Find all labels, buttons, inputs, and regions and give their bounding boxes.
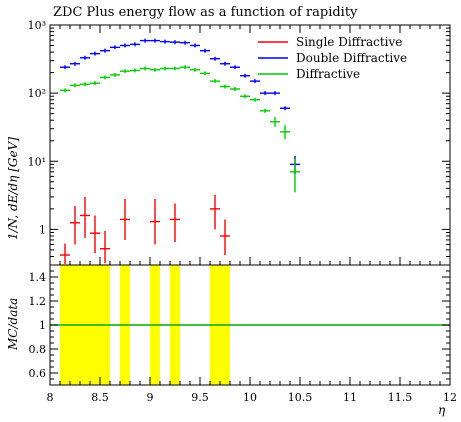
main-y-tick-label: 10¹ [28,155,46,168]
x-tick-label: 9.5 [191,391,209,404]
main-y-tick-label: 10² [28,87,46,100]
x-tick-label: 8.5 [91,391,109,404]
main-y-axis-label: 1/N, dE/dη [GeV] [6,137,20,240]
x-tick-label: 11.5 [388,391,413,404]
ratio-y-tick-label: 0.8 [29,343,47,356]
x-tick-label: 9 [147,391,154,404]
legend: Single Diffractive Double Diffractive Diff… [258,35,407,81]
main-plot: 1 10¹ 10² 10³ 1/N, dE/dη [GeV] Single Diffr… [6,19,451,266]
x-tick-label: 10.5 [288,391,313,404]
x-tick-label: 10 [243,391,257,404]
ratio-plot: 0.6 0.8 1 1.2 1.4 8 8.5 9 9.5 10 10.5 11 11.5 12 MC/d… [6,264,457,417]
ratio-y-tick-label: 1 [39,319,46,332]
ratio-y-tick-label: 1.4 [29,271,47,284]
ratio-y-tick-label: 1.2 [29,295,47,308]
main-y-tick-label: 1 [39,223,46,236]
x-tick-label: 8 [47,391,54,404]
legend-label-1: Double Diffractive [296,51,407,65]
chart-title: ZDC Plus energy flow as a function of ra… [53,5,358,20]
ratio-y-axis-label: MC/data [6,298,20,351]
main-y-tick-label: 10³ [28,19,46,32]
ratio-y-tick-label: 0.6 [29,367,47,380]
x-tick-label: 11 [343,391,357,404]
x-tick-label: 12 [443,391,457,404]
x-axis-label: η [438,403,446,417]
legend-label-2: Diffractive [296,67,360,81]
legend-label-0: Single Diffractive [296,35,402,49]
